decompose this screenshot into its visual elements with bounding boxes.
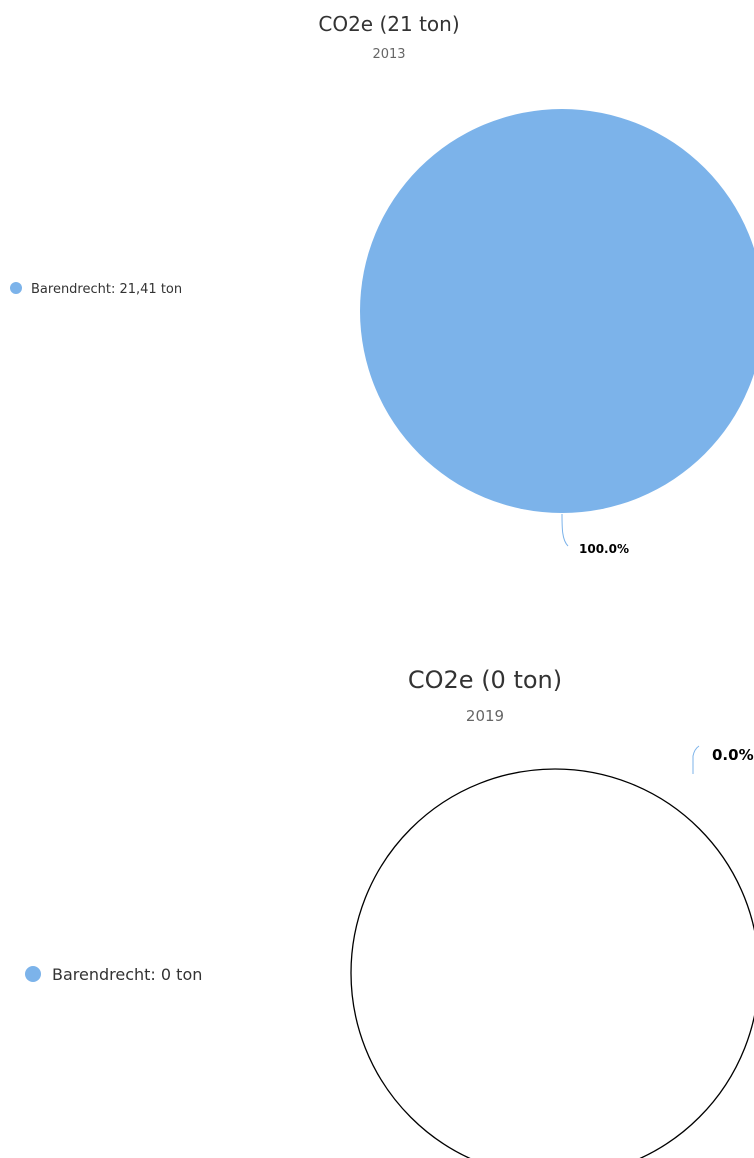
legend-marker[interactable] xyxy=(25,966,41,982)
chart-title: CO2e (21 ton) xyxy=(318,12,459,36)
chart-title: CO2e (0 ton) xyxy=(408,666,562,694)
data-label-connector xyxy=(561,513,569,547)
data-label-connector xyxy=(692,745,700,775)
chart-subtitle: 2019 xyxy=(466,707,504,725)
chart-subtitle: 2013 xyxy=(372,47,405,62)
legend-item-barendrecht[interactable]: Barendrecht: 0 ton xyxy=(52,965,202,984)
data-label: 0.0% xyxy=(712,746,754,764)
pie-chart-2013-svg: CO2e (21 ton) 2013 Barendrecht: 21,41 to… xyxy=(10,12,754,556)
pie-chart-2019-svg: CO2e (0 ton) 2019 Barendrecht: 0 ton 0.0… xyxy=(25,666,754,1158)
pie-chart-2013: CO2e (21 ton) 2013 Barendrecht: 21,41 to… xyxy=(10,12,754,556)
data-label: 100.0% xyxy=(579,542,629,556)
pie-slice-barendrecht[interactable] xyxy=(350,768,754,1158)
pie-chart-2019: CO2e (0 ton) 2019 Barendrecht: 0 ton 0.0… xyxy=(0,640,754,1158)
pie-slice-barendrecht[interactable] xyxy=(360,109,754,513)
legend-marker[interactable] xyxy=(10,282,22,294)
legend-item-barendrecht[interactable]: Barendrecht: 21,41 ton xyxy=(31,282,182,297)
